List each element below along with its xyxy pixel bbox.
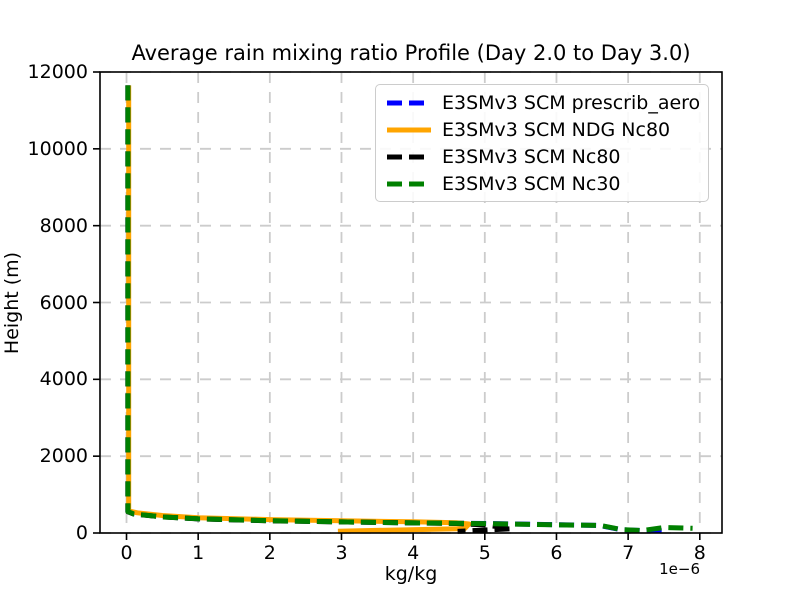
legend-line-sample-icon <box>387 127 431 132</box>
x-tick-label: 7 <box>622 542 635 564</box>
x-tick-label: 2 <box>263 542 276 564</box>
y-tick-label: 12000 <box>27 61 88 83</box>
chart-title: Average rain mixing ratio Profile (Day 2… <box>131 41 691 65</box>
x-tick-label: 6 <box>550 542 563 564</box>
y-tick-label: 0 <box>75 522 88 544</box>
x-tick-label: 1 <box>192 542 205 564</box>
legend: E3SMv3 SCM prescrib_aero E3SMv3 SCM NDG … <box>375 84 709 202</box>
legend-label: E3SMv3 SCM NDG Nc80 <box>442 118 671 141</box>
legend-row-ndg-nc80: E3SMv3 SCM NDG Nc80 <box>376 119 708 141</box>
y-tick-label: 4000 <box>39 368 88 391</box>
y-tick-label: 2000 <box>39 445 88 468</box>
legend-line-sample-icon <box>387 181 431 186</box>
x-tick-label: 0 <box>120 542 133 564</box>
x-tick-label: 8 <box>693 542 706 564</box>
x-tick-label: 5 <box>478 542 491 564</box>
x-axis-label: kg/kg <box>384 563 438 585</box>
legend-row-nc30: E3SMv3 SCM Nc30 <box>376 173 708 195</box>
y-tick-label: 10000 <box>27 137 88 160</box>
y-tick-label: 8000 <box>39 214 88 237</box>
x-axis-offset-text: 1e−6 <box>659 560 700 578</box>
legend-line-sample-icon <box>387 100 431 105</box>
y-tick-label: 6000 <box>39 291 88 314</box>
x-tick-label: 4 <box>407 542 420 564</box>
legend-label: E3SMv3 SCM Nc80 <box>442 145 621 168</box>
x-tick-label: 3 <box>335 542 348 564</box>
legend-label: E3SMv3 SCM Nc30 <box>442 172 621 195</box>
legend-label: E3SMv3 SCM prescrib_aero <box>442 91 701 114</box>
legend-row-nc80: E3SMv3 SCM Nc80 <box>376 146 708 168</box>
legend-line-sample-icon <box>387 154 431 159</box>
legend-row-prescrib-aero: E3SMv3 SCM prescrib_aero <box>376 92 708 114</box>
